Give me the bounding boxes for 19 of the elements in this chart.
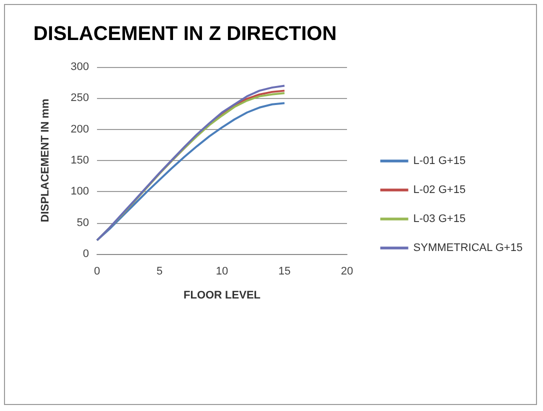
y-tick-label: 150 [70,154,89,166]
legend-label: L-01 G+15 [413,155,466,167]
y-tick-label: 200 [70,123,89,136]
x-axis-title: FLOOR LEVEL [184,290,261,302]
legend-label: L-03 G+15 [413,213,466,225]
legend-label: SYMMETRICAL G+15 [413,242,523,254]
y-tick-label: 300 [70,61,89,73]
y-axis-title: DISPLACEMENT IN mm [40,98,52,222]
x-tick-label: 10 [216,266,228,278]
y-tick-label: 250 [70,92,89,104]
chart-title: DISLACEMENT IN Z DIRECTION [33,23,337,45]
x-tick-label: 5 [156,266,163,278]
y-tick-label: 100 [70,186,89,198]
y-tick-label: 0 [82,248,89,260]
legend-label: L-02 G+15 [413,184,466,196]
x-tick-label: 0 [94,266,100,278]
x-tick-label: 15 [278,266,291,278]
y-tick-label: 50 [76,216,89,229]
x-tick-label: 20 [340,266,354,278]
